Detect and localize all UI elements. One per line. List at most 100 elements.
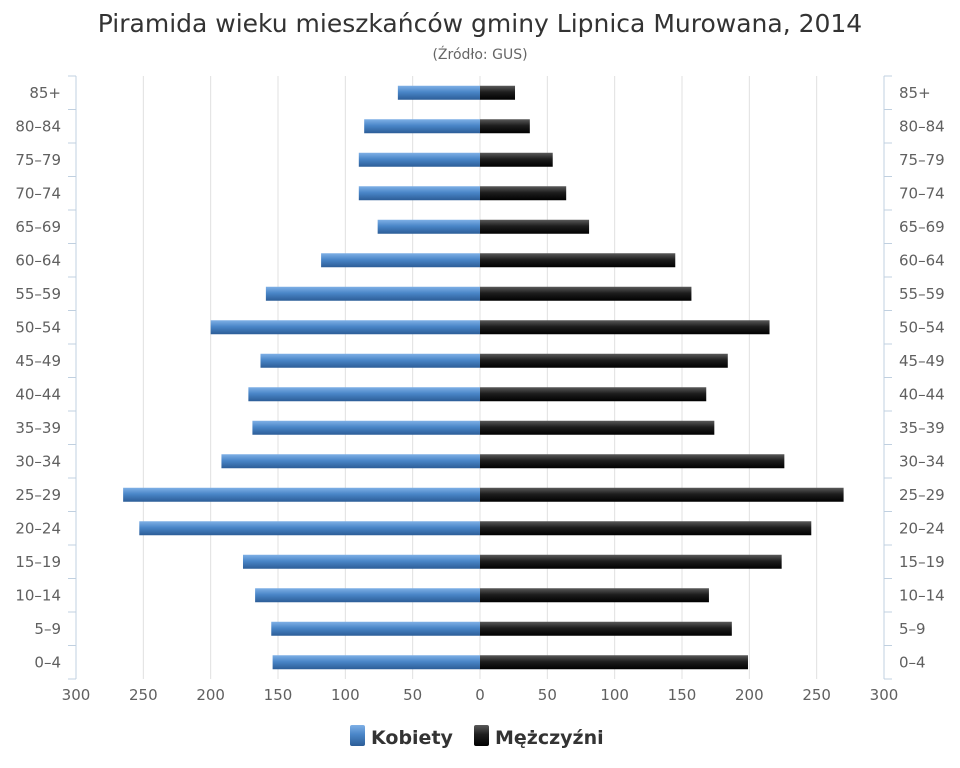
bar-kobiety[interactable]: [139, 521, 480, 536]
legend-label-kobiety: Kobiety: [371, 727, 454, 749]
category-label-right: 70–74: [899, 184, 945, 202]
x-tick-label: 100: [331, 686, 360, 704]
x-tick-label: 300: [62, 686, 91, 704]
bar-mezczyzni[interactable]: [480, 454, 785, 469]
category-label-left: 45–49: [15, 352, 61, 370]
category-label-right: 50–54: [899, 318, 945, 336]
bar-mezczyzni[interactable]: [480, 554, 782, 569]
x-axis-ticks: 300 250 200 150 100 50 0 50 100 150 200 250 300: [62, 686, 899, 704]
category-label-left: 0–4: [34, 653, 61, 671]
bar-kobiety[interactable]: [260, 353, 480, 368]
bar-mezczyzni[interactable]: [480, 253, 676, 268]
x-tick-label: 250: [129, 686, 158, 704]
bar-kobiety[interactable]: [271, 621, 480, 636]
bar-kobiety[interactable]: [377, 219, 480, 234]
x-tick-label: 50: [403, 686, 422, 704]
x-tick-label: 0: [475, 686, 485, 704]
category-label-right: 40–44: [899, 385, 945, 403]
x-tick-label: 250: [802, 686, 831, 704]
category-label-right: 5–9: [899, 620, 926, 638]
category-label-right: 20–24: [899, 519, 945, 537]
chart-subtitle: (Źródło: GUS): [432, 45, 527, 63]
legend-item-kobiety[interactable]: Kobiety: [350, 725, 454, 749]
x-tick-label: 150: [264, 686, 293, 704]
bar-mezczyzni[interactable]: [480, 320, 770, 335]
x-tick-label: 200: [196, 686, 225, 704]
category-label-right: 0–4: [899, 653, 926, 671]
bar-mezczyzni[interactable]: [480, 621, 732, 636]
right-category-axis: 85+ 80–84 75–79 70–74 65–69 60–64 55–59 50–54 45…: [883, 75, 945, 680]
category-label-left: 75–79: [15, 151, 61, 169]
category-label-left: 70–74: [15, 184, 61, 202]
bar-mezczyzni[interactable]: [480, 85, 516, 100]
legend-item-mezczyzni[interactable]: Mężczyźni: [474, 725, 604, 749]
bar-mezczyzni[interactable]: [480, 152, 553, 167]
bar-mezczyzni[interactable]: [480, 487, 844, 502]
bar-kobiety[interactable]: [123, 487, 480, 502]
bar-mezczyzni[interactable]: [480, 521, 812, 536]
x-tick-label: 100: [600, 686, 629, 704]
left-category-axis: 85+ 80–84 75–79 70–74 65–69 60–64 55–59 50–54 45…: [15, 75, 77, 680]
bar-mezczyzni[interactable]: [480, 387, 707, 402]
category-label-right: 65–69: [899, 218, 945, 236]
category-label-left: 65–69: [15, 218, 61, 236]
legend-label-mezczyzni: Mężczyźni: [495, 727, 604, 749]
category-label-left: 10–14: [15, 586, 61, 604]
legend-swatch-kobiety: [350, 725, 365, 746]
category-label-right: 60–64: [899, 251, 945, 269]
bar-mezczyzni[interactable]: [480, 420, 715, 435]
category-label-right: 55–59: [899, 285, 945, 303]
category-label-right: 10–14: [899, 586, 945, 604]
category-label-left: 30–34: [15, 452, 61, 470]
category-label-left: 5–9: [34, 620, 61, 638]
category-label-left: 35–39: [15, 419, 61, 437]
category-label-left: 20–24: [15, 519, 61, 537]
bar-mezczyzni[interactable]: [480, 353, 728, 368]
bar-kobiety[interactable]: [358, 186, 480, 201]
bar-kobiety[interactable]: [252, 420, 480, 435]
chart-title: Piramida wieku mieszkańców gminy Lipnica…: [98, 9, 862, 38]
category-label-left: 40–44: [15, 385, 61, 403]
category-label-left: 25–29: [15, 486, 61, 504]
bar-mezczyzni[interactable]: [480, 186, 567, 201]
bar-kobiety[interactable]: [272, 655, 480, 670]
category-label-left: 85+: [29, 84, 61, 102]
grid-lines: [142, 76, 818, 679]
bar-kobiety[interactable]: [255, 588, 480, 603]
bar-kobiety[interactable]: [265, 286, 480, 301]
bar-kobiety[interactable]: [242, 554, 480, 569]
bar-kobiety[interactable]: [397, 85, 480, 100]
bar-kobiety[interactable]: [248, 387, 480, 402]
x-tick-label: 300: [870, 686, 899, 704]
category-label-right: 45–49: [899, 352, 945, 370]
bar-mezczyzni[interactable]: [480, 655, 748, 670]
category-label-right: 25–29: [899, 486, 945, 504]
bar-mezczyzni[interactable]: [480, 119, 530, 134]
category-label-right: 85+: [899, 84, 931, 102]
category-label-left: 50–54: [15, 318, 61, 336]
bar-mezczyzni[interactable]: [480, 588, 709, 603]
legend: Kobiety Mężczyźni: [350, 725, 604, 749]
bar-kobiety[interactable]: [358, 152, 480, 167]
bar-kobiety[interactable]: [210, 320, 480, 335]
bar-kobiety[interactable]: [364, 119, 480, 134]
bar-mezczyzni[interactable]: [480, 286, 692, 301]
bar-mezczyzni[interactable]: [480, 219, 590, 234]
category-label-left: 80–84: [15, 117, 61, 135]
category-label-right: 15–19: [899, 553, 945, 571]
category-label-right: 80–84: [899, 117, 945, 135]
bars: [123, 85, 844, 670]
legend-swatch-mezczyzni: [474, 725, 489, 746]
x-tick-label: 150: [668, 686, 697, 704]
category-label-right: 35–39: [899, 419, 945, 437]
bar-kobiety[interactable]: [221, 454, 480, 469]
bar-kobiety[interactable]: [321, 253, 480, 268]
category-label-left: 60–64: [15, 251, 61, 269]
x-tick-label: 200: [735, 686, 764, 704]
category-label-right: 30–34: [899, 452, 945, 470]
x-tick-label: 50: [538, 686, 557, 704]
category-label-left: 55–59: [15, 285, 61, 303]
category-label-right: 75–79: [899, 151, 945, 169]
category-label-left: 15–19: [15, 553, 61, 571]
